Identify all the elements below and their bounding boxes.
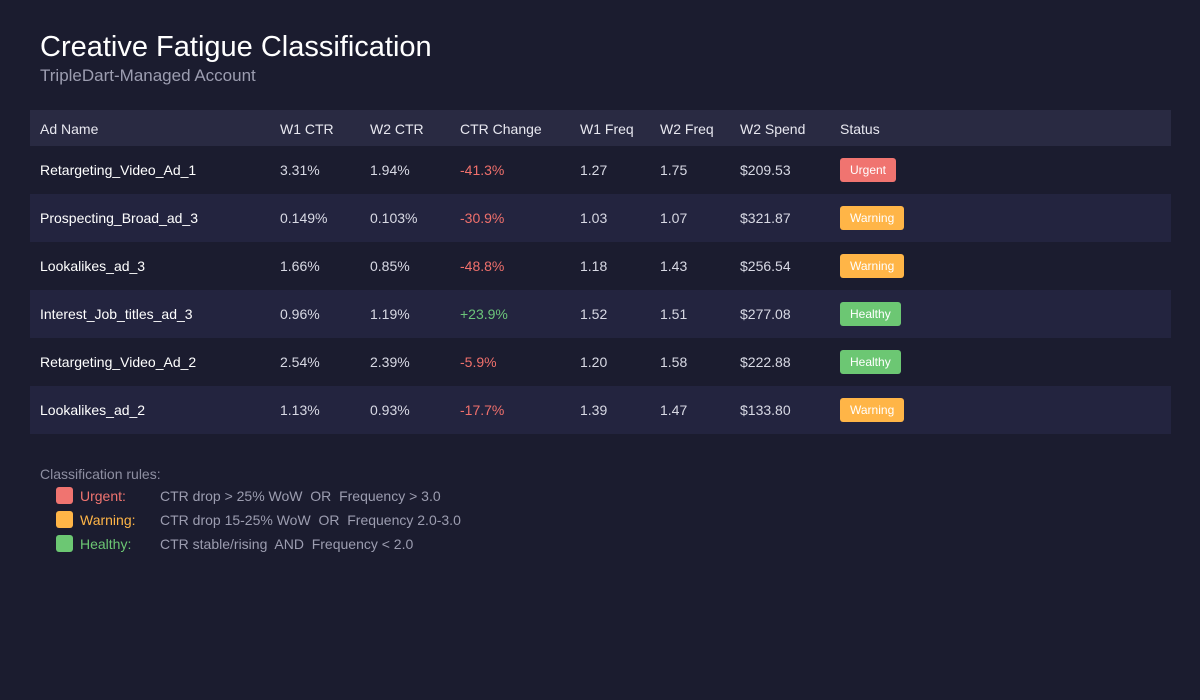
w2-spend-cell: $256.54: [740, 258, 791, 274]
ctr-change-cell: -30.9%: [460, 210, 505, 226]
w2-ctr-cell: 1.19%: [370, 306, 410, 322]
column-header-status[interactable]: Status: [840, 121, 880, 137]
status-badge: Healthy: [840, 350, 901, 374]
column-header-w2-freq[interactable]: W2 Freq: [660, 121, 714, 137]
w2-freq-cell: 1.47: [660, 402, 688, 418]
w2-freq-cell: 1.07: [660, 210, 688, 226]
column-header-ctr-change[interactable]: CTR Change: [460, 121, 542, 137]
column-header-w2-spend[interactable]: W2 Spend: [740, 121, 806, 137]
w2-ctr-cell: 0.93%: [370, 402, 410, 418]
w2-spend-cell: $133.80: [740, 402, 791, 418]
w1-freq-cell: 1.03: [580, 210, 608, 226]
w2-spend-cell: $277.08: [740, 306, 791, 322]
status-badge: Warning: [840, 398, 905, 422]
table-row[interactable]: Retargeting_Video_Ad_2 2.54% 2.39% -5.9% 1.2…: [30, 338, 1171, 386]
classification-rules: Classification rules: Urgent: CTR drop > …: [40, 466, 461, 552]
w1-freq-cell: 1.20: [580, 354, 608, 370]
status-badge: Urgent: [840, 158, 897, 182]
w2-freq-cell: 1.43: [660, 258, 688, 274]
w1-freq-cell: 1.27: [580, 162, 608, 178]
rule-swatch-icon: [56, 487, 73, 504]
rule-swatch-icon: [56, 535, 73, 552]
ctr-change-cell: +23.9%: [460, 306, 508, 322]
ad-name-cell: Retargeting_Video_Ad_2: [40, 354, 197, 370]
ad-name-cell: Lookalikes_ad_3: [40, 258, 146, 274]
status-badge: Healthy: [840, 302, 901, 326]
ad-name-cell: Interest_Job_titles_ad_3: [40, 306, 193, 322]
w1-ctr-cell: 1.13%: [280, 402, 320, 418]
table-row[interactable]: Lookalikes_ad_3 1.66% 0.85% -48.8% 1.18 1.43 $…: [30, 242, 1171, 290]
ctr-change-cell: -41.3%: [460, 162, 505, 178]
rule-item: Warning: CTR drop 15-25% WoW OR Frequency…: [40, 510, 640, 530]
ad-name-cell: Lookalikes_ad_2: [40, 402, 146, 418]
w1-ctr-cell: 1.66%: [280, 258, 320, 274]
w2-ctr-cell: 0.85%: [370, 258, 410, 274]
w2-freq-cell: 1.58: [660, 354, 688, 370]
w1-ctr-cell: 0.149%: [280, 210, 328, 226]
w1-ctr-cell: 2.54%: [280, 354, 320, 370]
ad-name-cell: Prospecting_Broad_ad_3: [40, 210, 199, 226]
w1-ctr-cell: 3.31%: [280, 162, 320, 178]
column-header-w1-freq[interactable]: W1 Freq: [580, 121, 634, 137]
w2-ctr-cell: 0.103%: [370, 210, 418, 226]
w2-freq-cell: 1.51: [660, 306, 688, 322]
w1-freq-cell: 1.39: [580, 402, 608, 418]
rules-title: Classification rules:: [40, 466, 161, 482]
w2-ctr-cell: 1.94%: [370, 162, 410, 178]
table-header-row: Ad Name W1 CTR W2 CTR CTR Change W1 Freq…: [30, 110, 1171, 146]
status-badge: Warning: [840, 254, 905, 278]
table-row[interactable]: Retargeting_Video_Ad_1 3.31% 1.94% -41.3% 1.…: [30, 146, 1171, 194]
w2-freq-cell: 1.75: [660, 162, 688, 178]
table-body: Retargeting_Video_Ad_1 3.31% 1.94% -41.3% 1.…: [30, 146, 1171, 434]
ctr-change-cell: -48.8%: [460, 258, 505, 274]
rule-item: Healthy: CTR stable/rising AND Frequency …: [40, 534, 640, 554]
w1-freq-cell: 1.18: [580, 258, 608, 274]
w1-freq-cell: 1.52: [580, 306, 608, 322]
ad-name-cell: Retargeting_Video_Ad_1: [40, 162, 197, 178]
rule-text: CTR drop > 25% WoW OR Frequency > 3.0: [160, 488, 441, 504]
rule-text: CTR stable/rising AND Frequency < 2.0: [160, 536, 414, 552]
table-row[interactable]: Lookalikes_ad_2 1.13% 0.93% -17.7% 1.39 1.47 $…: [30, 386, 1171, 434]
ctr-change-cell: -5.9%: [460, 354, 497, 370]
status-badge: Warning: [840, 206, 905, 230]
rule-label: Urgent:: [80, 488, 126, 504]
rule-swatch-icon: [56, 511, 73, 528]
w2-ctr-cell: 2.39%: [370, 354, 410, 370]
w2-spend-cell: $321.87: [740, 210, 791, 226]
table-row[interactable]: Prospecting_Broad_ad_3 0.149% 0.103% -30.9%…: [30, 194, 1171, 242]
rule-text: CTR drop 15-25% WoW OR Frequency 2.0-3.0: [160, 512, 461, 528]
rule-label: Healthy:: [80, 536, 132, 552]
rule-label: Warning:: [80, 512, 136, 528]
column-header-ad-name[interactable]: Ad Name: [40, 121, 99, 137]
page-subtitle: TripleDart-Managed Account: [40, 66, 256, 85]
w1-ctr-cell: 0.96%: [280, 306, 320, 322]
fatigue-table: Ad Name W1 CTR W2 CTR CTR Change W1 Freq…: [30, 110, 1171, 434]
table-row[interactable]: Interest_Job_titles_ad_3 0.96% 1.19% +23.9%…: [30, 290, 1171, 338]
column-header-w2-ctr[interactable]: W2 CTR: [370, 121, 424, 137]
rule-item: Urgent: CTR drop > 25% WoW OR Frequency >…: [40, 486, 640, 506]
w2-spend-cell: $209.53: [740, 162, 791, 178]
w2-spend-cell: $222.88: [740, 354, 791, 370]
column-header-w1-ctr[interactable]: W1 CTR: [280, 121, 334, 137]
ctr-change-cell: -17.7%: [460, 402, 505, 418]
page-title: Creative Fatigue Classification: [40, 31, 432, 63]
